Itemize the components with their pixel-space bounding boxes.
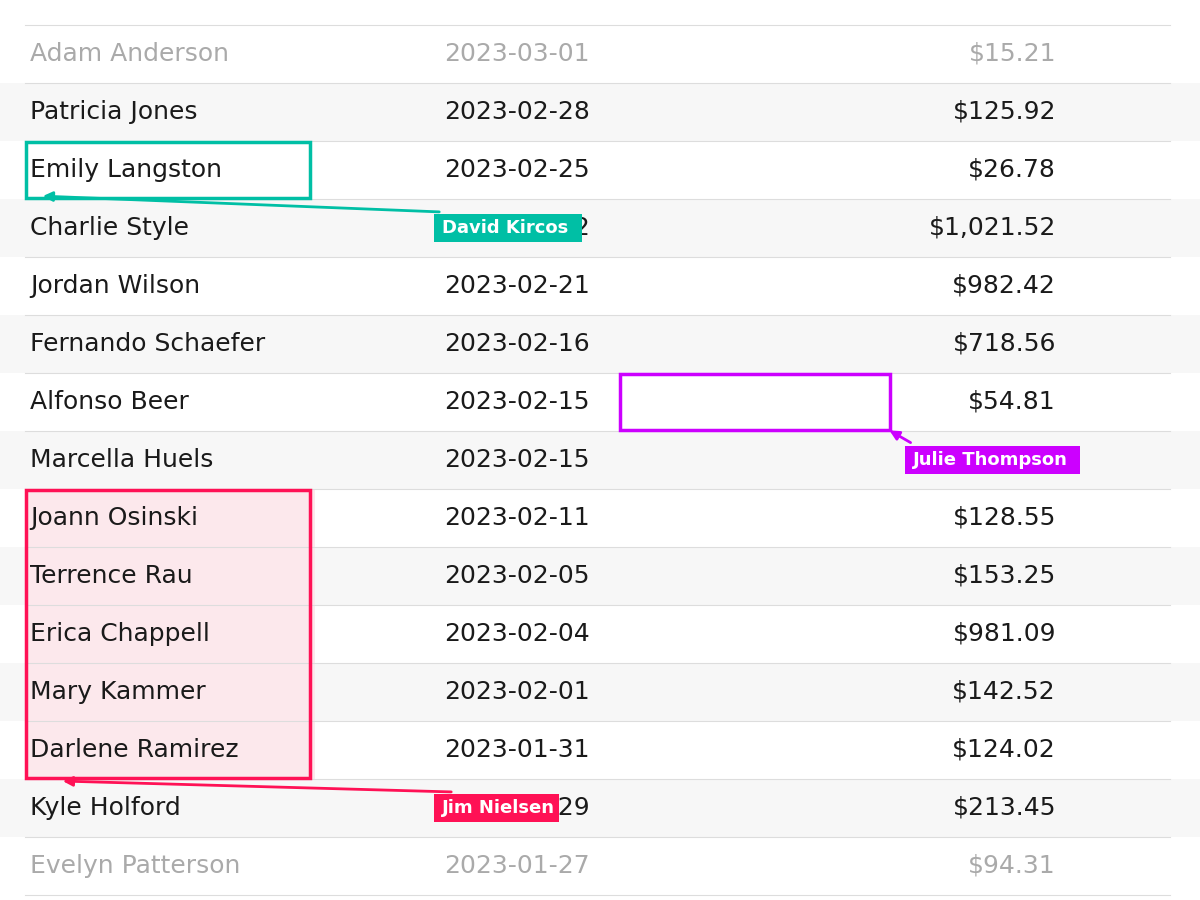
Text: 2023-02-21: 2023-02-21 xyxy=(444,274,589,298)
Bar xyxy=(0,547,1200,605)
Bar xyxy=(25,605,314,663)
Text: 2023-02-15: 2023-02-15 xyxy=(444,448,589,472)
Text: Mary Kammer: Mary Kammer xyxy=(30,680,205,704)
Text: Kyle Holford: Kyle Holford xyxy=(30,796,181,820)
Text: 2023-02-04: 2023-02-04 xyxy=(444,622,589,646)
Text: $718.56: $718.56 xyxy=(953,332,1056,356)
Text: $213.45: $213.45 xyxy=(953,796,1056,820)
Text: Emily Langston: Emily Langston xyxy=(30,158,222,182)
Text: 2023-03-01: 2023-03-01 xyxy=(444,42,589,66)
Text: $142.52: $142.52 xyxy=(953,680,1056,704)
Bar xyxy=(25,721,314,779)
Text: 2023-02-01: 2023-02-01 xyxy=(444,680,589,704)
Bar xyxy=(0,141,1200,199)
Text: Jim Nielsen: Jim Nielsen xyxy=(442,799,554,817)
Text: Julie Thompson: Julie Thompson xyxy=(913,451,1068,469)
Text: $26.78: $26.78 xyxy=(968,158,1056,182)
Bar xyxy=(0,431,1200,489)
Text: Jordan Wilson: Jordan Wilson xyxy=(30,274,200,298)
Text: $94.31: $94.31 xyxy=(968,854,1056,878)
Bar xyxy=(0,837,1200,895)
Bar xyxy=(0,663,1200,721)
Text: $54.81: $54.81 xyxy=(968,390,1056,414)
Text: Charlie Style: Charlie Style xyxy=(30,216,190,240)
Text: Evelyn Patterson: Evelyn Patterson xyxy=(30,854,240,878)
Bar xyxy=(620,374,890,430)
Text: Patricia Jones: Patricia Jones xyxy=(30,100,198,124)
Text: 2023-01-31: 2023-01-31 xyxy=(444,738,589,762)
Bar xyxy=(26,142,310,198)
Text: Marcella Huels: Marcella Huels xyxy=(30,448,214,472)
Text: Alfonso Beer: Alfonso Beer xyxy=(30,390,188,414)
Text: 2023-02-22: 2023-02-22 xyxy=(444,216,590,240)
Bar xyxy=(0,489,1200,547)
Bar xyxy=(0,315,1200,373)
Text: Erica Chappell: Erica Chappell xyxy=(30,622,210,646)
Text: 2023-02-11: 2023-02-11 xyxy=(444,506,589,530)
Text: 2023-01-27: 2023-01-27 xyxy=(444,854,589,878)
Bar xyxy=(25,547,314,605)
Text: $153.25: $153.25 xyxy=(953,564,1056,588)
Bar xyxy=(0,83,1200,141)
Text: $1,021.52: $1,021.52 xyxy=(929,216,1056,240)
Text: $162.33: $162.33 xyxy=(953,448,1056,472)
Bar xyxy=(434,214,582,242)
Bar xyxy=(0,199,1200,257)
Text: David Kircos: David Kircos xyxy=(442,219,569,237)
Text: $15.21: $15.21 xyxy=(968,42,1056,66)
Text: Joann Osinski: Joann Osinski xyxy=(30,506,198,530)
Text: 2023-02-15: 2023-02-15 xyxy=(444,390,589,414)
Text: $981.09: $981.09 xyxy=(953,622,1056,646)
Text: Terrence Rau: Terrence Rau xyxy=(30,564,193,588)
Text: Darlene Ramirez: Darlene Ramirez xyxy=(30,738,239,762)
Text: 2023-02-16: 2023-02-16 xyxy=(444,332,589,356)
Bar xyxy=(26,490,310,778)
Bar xyxy=(0,25,1200,83)
Text: $128.55: $128.55 xyxy=(953,506,1056,530)
Text: 2023-02-25: 2023-02-25 xyxy=(444,158,589,182)
Bar xyxy=(0,257,1200,315)
Text: $982.42: $982.42 xyxy=(952,274,1056,298)
Text: Fernando Schaefer: Fernando Schaefer xyxy=(30,332,265,356)
Bar xyxy=(0,779,1200,837)
Bar xyxy=(25,489,314,547)
Bar xyxy=(25,663,314,721)
Text: 2023-02-28: 2023-02-28 xyxy=(444,100,590,124)
Text: 2023-02-05: 2023-02-05 xyxy=(444,564,589,588)
Bar xyxy=(905,446,1080,474)
Bar xyxy=(0,605,1200,663)
Bar xyxy=(0,373,1200,431)
Text: Adam Anderson: Adam Anderson xyxy=(30,42,229,66)
Text: 2023-01-29: 2023-01-29 xyxy=(444,796,589,820)
Text: $124.02: $124.02 xyxy=(953,738,1056,762)
Bar xyxy=(434,794,559,822)
Text: $125.92: $125.92 xyxy=(953,100,1056,124)
Bar xyxy=(0,721,1200,779)
